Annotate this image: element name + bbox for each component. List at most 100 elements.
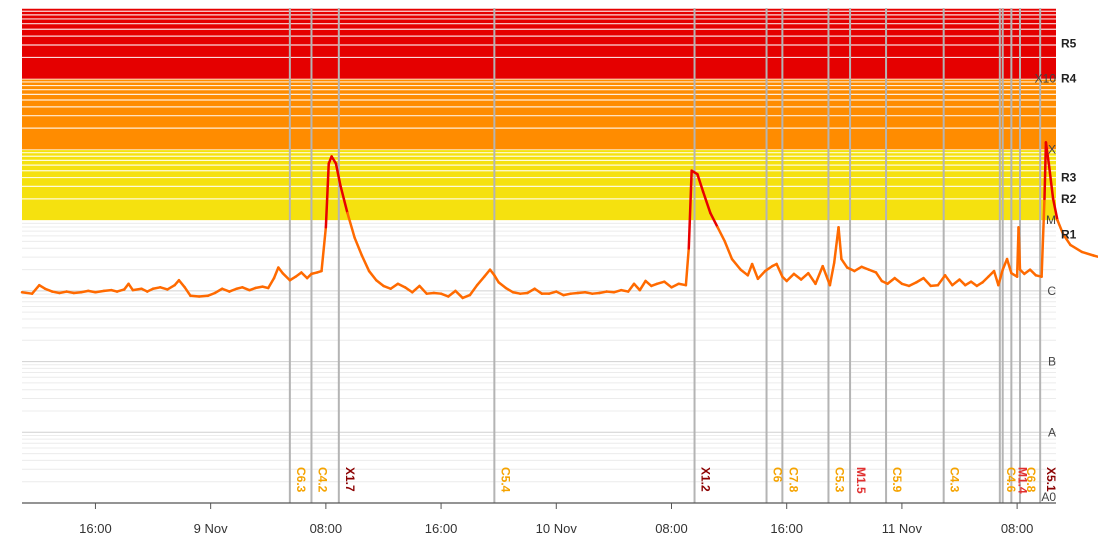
flux-segment: [418, 284, 428, 295]
flux-segment: [900, 282, 911, 288]
flux-segment: [20, 291, 34, 295]
flux-segment: [497, 281, 508, 290]
class-band: [22, 8, 1056, 79]
flare-label: C7.8: [786, 467, 800, 493]
flux-segment: [684, 247, 691, 287]
flux-segment: [627, 282, 636, 293]
flux-segment: [115, 288, 126, 293]
flux-segment: [951, 278, 961, 287]
flux-segment: [670, 282, 680, 289]
flux-segment: [131, 287, 143, 292]
flux-segment: [1080, 250, 1095, 257]
flux-segment: [1005, 257, 1013, 275]
flux-segment: [981, 275, 990, 284]
flux-segment: [739, 268, 750, 277]
flux-segment: [411, 284, 421, 294]
flux-segment: [922, 276, 932, 288]
flux-segment: [1069, 243, 1084, 254]
flux-segment: [94, 289, 106, 294]
flux-segment: [867, 268, 878, 274]
flare-label: M1.4: [1015, 467, 1029, 494]
flux-segment: [997, 268, 1004, 287]
flux-segment: [807, 271, 817, 286]
flux-segment: [241, 286, 251, 292]
axis-labels: A0 A B C M X X10 R1 R2 R3 R4 R5: [1035, 36, 1077, 504]
flux-segment: [382, 284, 392, 290]
flux-segment: [389, 282, 400, 290]
flux-segment: [992, 269, 1000, 287]
flux-segment: [821, 264, 832, 287]
gridlines: [22, 222, 1056, 504]
flux-segment: [43, 287, 54, 293]
flux-segment: [189, 294, 201, 298]
flux-segment: [746, 262, 754, 277]
flare-label: C5.9: [890, 467, 904, 493]
flux-segment: [1017, 225, 1022, 271]
flux-segment: [439, 292, 450, 298]
flux-segment: [638, 279, 647, 292]
flare-label: C6.3: [294, 467, 308, 493]
flux-segment: [403, 286, 414, 294]
x-tick-label: 11 Nov: [882, 521, 923, 536]
flux-segment: [555, 290, 565, 297]
x-tick-label: 16:00: [79, 521, 112, 536]
flux-segment: [785, 272, 796, 283]
flux-segment: [1092, 254, 1098, 259]
flare-label: X1.2: [699, 467, 713, 492]
flare-labels: C6.3 C4.2 X1.7 C5.4 X1.2 C6 C7.8 C5.3 M1.5 C5.9 C4…: [294, 467, 1058, 494]
flare-label: C4.3: [948, 467, 962, 493]
flux-segment: [723, 240, 734, 261]
flux-segment: [334, 162, 342, 187]
flux-segment: [493, 274, 500, 284]
flux-segment: [612, 288, 623, 294]
flux-segment: [1044, 141, 1051, 165]
flux-segment: [177, 279, 186, 289]
flux-segment: [860, 265, 871, 271]
flux-segment: [1043, 141, 1048, 201]
xray-flux-series: [20, 141, 1098, 300]
flux-segment: [663, 280, 673, 289]
flux-segment: [1061, 233, 1072, 247]
x-axis: 16:00 9 Nov 08:00 16:00 10 Nov 08:00 16:00 11 N…: [22, 502, 1056, 536]
flux-segment: [907, 281, 918, 288]
flux-segment: [814, 264, 824, 286]
flux-segment: [353, 236, 364, 257]
x-tick-label: 10 Nov: [536, 521, 578, 536]
flux-segment: [166, 283, 176, 291]
flare-label: C5.3: [832, 467, 846, 493]
flux-segment: [320, 225, 328, 273]
r-scale-label: R3: [1061, 171, 1077, 185]
flux-segment: [272, 266, 280, 280]
flux-segment: [197, 294, 210, 298]
r-scale-label: R4: [1061, 72, 1077, 86]
flux-segment: [756, 269, 767, 281]
flux-segment: [220, 287, 231, 293]
flare-label: C4.2: [315, 467, 329, 493]
class-label: A0: [1041, 490, 1056, 504]
flare-label: C4.6: [1004, 467, 1018, 493]
flux-segment: [915, 276, 925, 284]
flux-segment: [396, 282, 407, 289]
flux-segment: [837, 225, 843, 261]
flux-segment: [687, 169, 693, 250]
class-band: [22, 149, 1056, 221]
flux-segment: [874, 271, 883, 283]
flux-segment: [206, 291, 217, 298]
flux-segment: [468, 283, 479, 297]
flare-marker-lines: [288, 8, 1042, 503]
x-tick-label: 08:00: [1001, 521, 1034, 536]
flux-segment: [1047, 162, 1055, 201]
class-label: B: [1048, 355, 1056, 369]
flux-segment: [346, 211, 356, 240]
flux-segment: [475, 275, 486, 287]
flux-segment: [730, 257, 742, 271]
class-label: A: [1048, 425, 1056, 439]
flux-segment: [1028, 268, 1038, 277]
flux-segment: [775, 262, 784, 278]
flux-segment: [792, 272, 803, 281]
class-label: C: [1047, 284, 1056, 298]
flux-segment: [447, 289, 457, 298]
flux-segment: [943, 274, 954, 287]
x-tick-label: 16:00: [770, 521, 803, 536]
flare-label: X1.7: [343, 467, 357, 492]
